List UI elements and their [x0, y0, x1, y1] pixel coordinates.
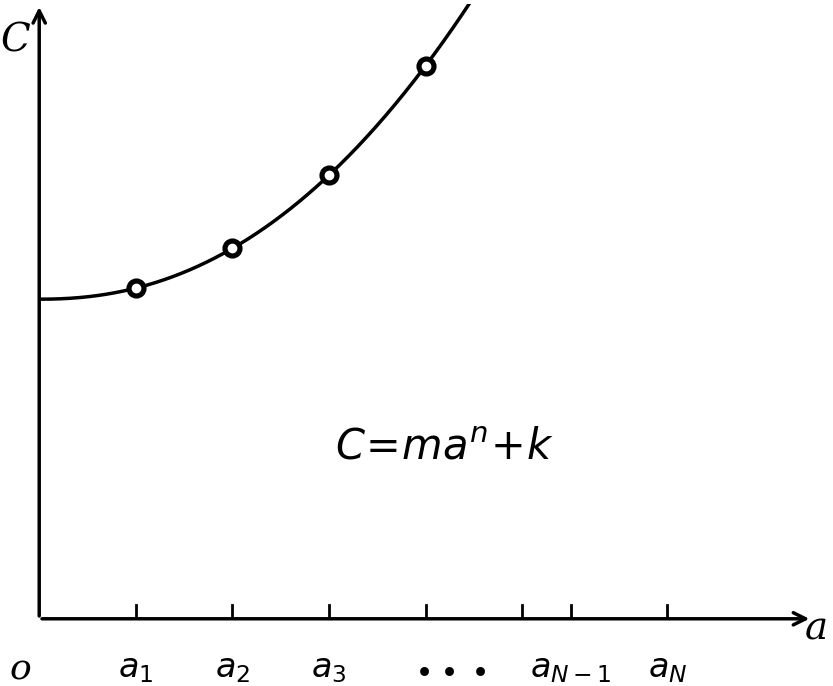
Text: C: C — [0, 23, 30, 60]
Text: o: o — [9, 652, 31, 686]
Text: $a_{N-1}$: $a_{N-1}$ — [530, 652, 611, 685]
Text: a: a — [805, 611, 827, 648]
Text: $\bullet\bullet\bullet$: $\bullet\bullet\bullet$ — [414, 656, 486, 685]
Text: $C\!=\!ma^n\!+\!k$: $C\!=\!ma^n\!+\!k$ — [336, 426, 555, 468]
Text: $a_3$: $a_3$ — [312, 652, 347, 685]
Text: $a_1$: $a_1$ — [118, 652, 153, 685]
Text: $a_2$: $a_2$ — [215, 652, 250, 685]
Text: $a_N$: $a_N$ — [647, 652, 687, 685]
